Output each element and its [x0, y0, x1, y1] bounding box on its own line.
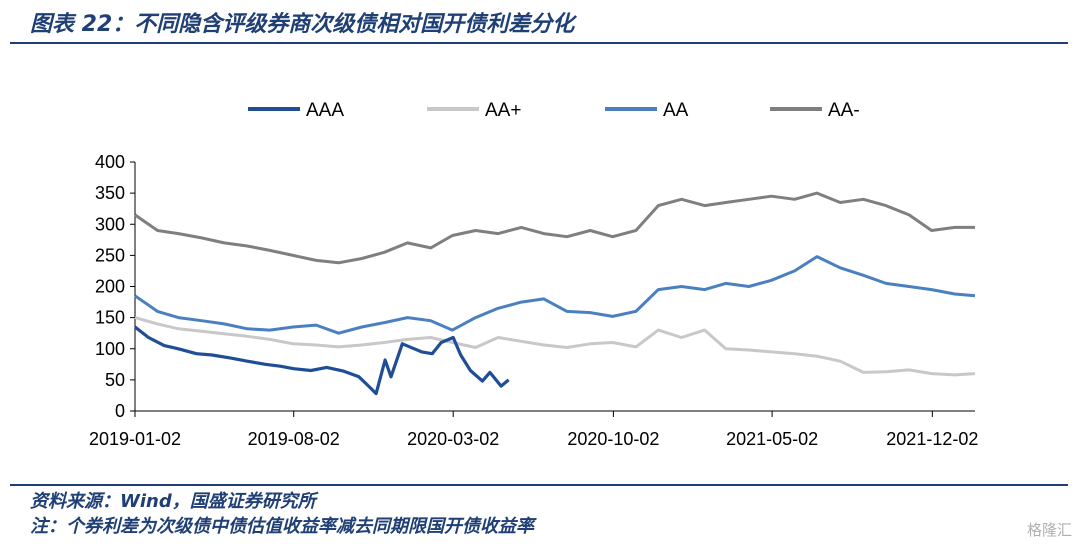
watermark-logo: 格隆汇 — [1026, 521, 1072, 539]
title-divider — [10, 42, 1068, 44]
chart-axes: 0 50 100 150 200 250 300 350 400 2019-01-02 2019-0… — [89, 152, 978, 449]
series-line-aa-minus — [134, 191, 975, 265]
x-tick-label: 2021-12-02 — [886, 429, 978, 449]
series-line-aaa — [134, 325, 510, 396]
x-tick-label: 2021-05-02 — [726, 429, 818, 449]
y-tick-label: 100 — [95, 339, 125, 359]
y-tick-label: 150 — [95, 308, 125, 328]
series-line-aa-plus — [134, 316, 976, 377]
legend-label: AA — [663, 100, 689, 121]
x-tick-label: 2019-01-02 — [89, 429, 181, 449]
page-title: 图表 22：不同隐含评级券商次级债相对国开债利差分化 — [30, 12, 575, 37]
y-tick-label: 0 — [115, 401, 125, 421]
y-tick-label: 400 — [95, 152, 125, 172]
y-tick-label: 250 — [95, 245, 125, 265]
legend-label: AA- — [828, 100, 860, 121]
chart-legend: AAA AA+ AA AA- — [248, 100, 860, 121]
source-note: 资料来源：Wind，国盛证券研究所 — [30, 491, 316, 512]
y-tick-label: 200 — [95, 277, 125, 297]
footnote: 注：个券利差为次级债中债估值收益率减去同期限国开债收益率 — [30, 516, 534, 537]
legend-label: AAA — [306, 100, 344, 121]
chart-series — [134, 191, 976, 396]
x-tick-label: 2020-03-02 — [407, 429, 499, 449]
y-tick-label: 300 — [95, 214, 125, 234]
y-tick-label: 50 — [105, 370, 125, 390]
series-line-aa — [134, 255, 976, 335]
footer-divider — [10, 484, 1068, 486]
y-tick-label: 350 — [95, 183, 125, 203]
x-tick-label: 2019-08-02 — [248, 429, 340, 449]
x-tick-label: 2020-10-02 — [567, 429, 659, 449]
legend-label: AA+ — [485, 100, 521, 121]
